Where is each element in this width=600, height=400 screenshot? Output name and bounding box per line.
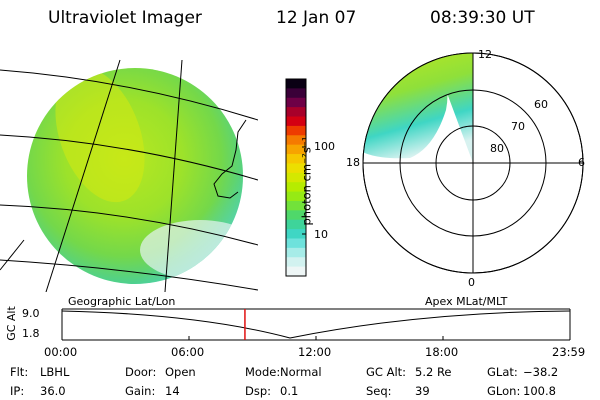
timeline-ylabel: GC Alt xyxy=(4,306,18,341)
colorbar-swatch xyxy=(286,191,306,202)
status-label: GLon: xyxy=(487,384,521,398)
status-value: 0.1 xyxy=(280,384,299,398)
colorbar-swatch xyxy=(286,88,306,99)
colorbar-frame xyxy=(285,78,307,277)
mlat-label-80: 80 xyxy=(490,142,504,155)
status-value: 5.2 Re xyxy=(415,365,452,379)
colorbar-swatch xyxy=(286,116,306,127)
colorbar xyxy=(285,78,307,277)
status-label: Seq: xyxy=(366,384,392,398)
colorbar-swatch xyxy=(286,219,306,230)
colorbar-swatch xyxy=(286,182,306,193)
time-tick-label: 06:00 xyxy=(171,345,205,359)
status-value: Normal xyxy=(280,365,322,379)
status-value: 39 xyxy=(415,384,430,398)
colorbar-swatch xyxy=(286,238,306,249)
image-time: 08:39:30 UT xyxy=(430,8,535,28)
mlt-label-18: 18 xyxy=(346,156,360,169)
colorbar-swatch xyxy=(286,257,306,268)
status-label: Door: xyxy=(125,365,157,379)
colorbar-tick-100: 100 xyxy=(314,140,335,153)
status-label: Gain: xyxy=(125,384,156,398)
colorbar-swatch xyxy=(286,229,306,240)
colorbar-swatch xyxy=(286,107,306,118)
colorbar-tick-10: 10 xyxy=(314,228,328,241)
colorbar-swatch xyxy=(286,154,306,165)
timeline-ytick-max: 9.0 xyxy=(22,307,40,320)
mlt-label-6: 6 xyxy=(578,156,585,169)
status-label: Dsp: xyxy=(245,384,272,398)
status-value: Open xyxy=(165,365,196,379)
colorbar-swatch xyxy=(286,144,306,155)
status-value: 36.0 xyxy=(40,384,66,398)
colorbar-swatch xyxy=(286,266,306,277)
status-value: LBHL xyxy=(40,365,70,379)
status-label: IP: xyxy=(10,384,25,398)
timeline-ytick-min: 1.8 xyxy=(22,327,40,340)
status-value: −38.2 xyxy=(523,365,559,379)
status-value: 14 xyxy=(165,384,180,398)
colorbar-swatch xyxy=(286,172,306,183)
status-label: GC Alt: xyxy=(366,365,407,379)
mlt-label-0: 0 xyxy=(468,276,475,289)
status-label: Mode: xyxy=(245,365,281,379)
time-tick-label: 12:00 xyxy=(298,345,332,359)
colorbar-swatch xyxy=(286,79,306,89)
status-value: 100.8 xyxy=(523,384,556,398)
orbit-timeline xyxy=(61,308,571,341)
altitude-curve xyxy=(61,310,571,339)
colorbar-swatch xyxy=(286,200,306,211)
colorbar-swatch xyxy=(286,163,306,174)
colorbar-unit-label: photon cm⁻²s⁻¹ xyxy=(299,136,314,226)
colorbar-swatch xyxy=(286,97,306,108)
instrument-title: Ultraviolet Imager xyxy=(48,8,202,28)
time-tick-label: 00:00 xyxy=(44,345,78,359)
mlt-label-12: 12 xyxy=(478,48,492,61)
mlat-label-60: 60 xyxy=(534,98,548,111)
colorbar-swatch xyxy=(286,125,306,136)
time-tick-label: 23:59 xyxy=(552,345,586,359)
colorbar-swatch xyxy=(286,247,306,258)
magnetic-caption: Apex MLat/MLT xyxy=(425,295,508,308)
colorbar-swatch xyxy=(286,210,306,221)
colorbar-swatch xyxy=(286,135,306,146)
time-tick-label: 18:00 xyxy=(425,345,459,359)
time-axis-ticks xyxy=(61,336,571,340)
magnetic-polar-panel xyxy=(362,52,584,274)
image-date: 12 Jan 07 xyxy=(276,8,357,28)
mlat-label-70: 70 xyxy=(511,120,525,133)
status-label: Flt: xyxy=(10,365,29,379)
status-label: GLat: xyxy=(487,365,518,379)
geographic-caption: Geographic Lat/Lon xyxy=(68,295,176,308)
coastline xyxy=(213,119,247,199)
geographic-image-panel xyxy=(0,59,258,292)
